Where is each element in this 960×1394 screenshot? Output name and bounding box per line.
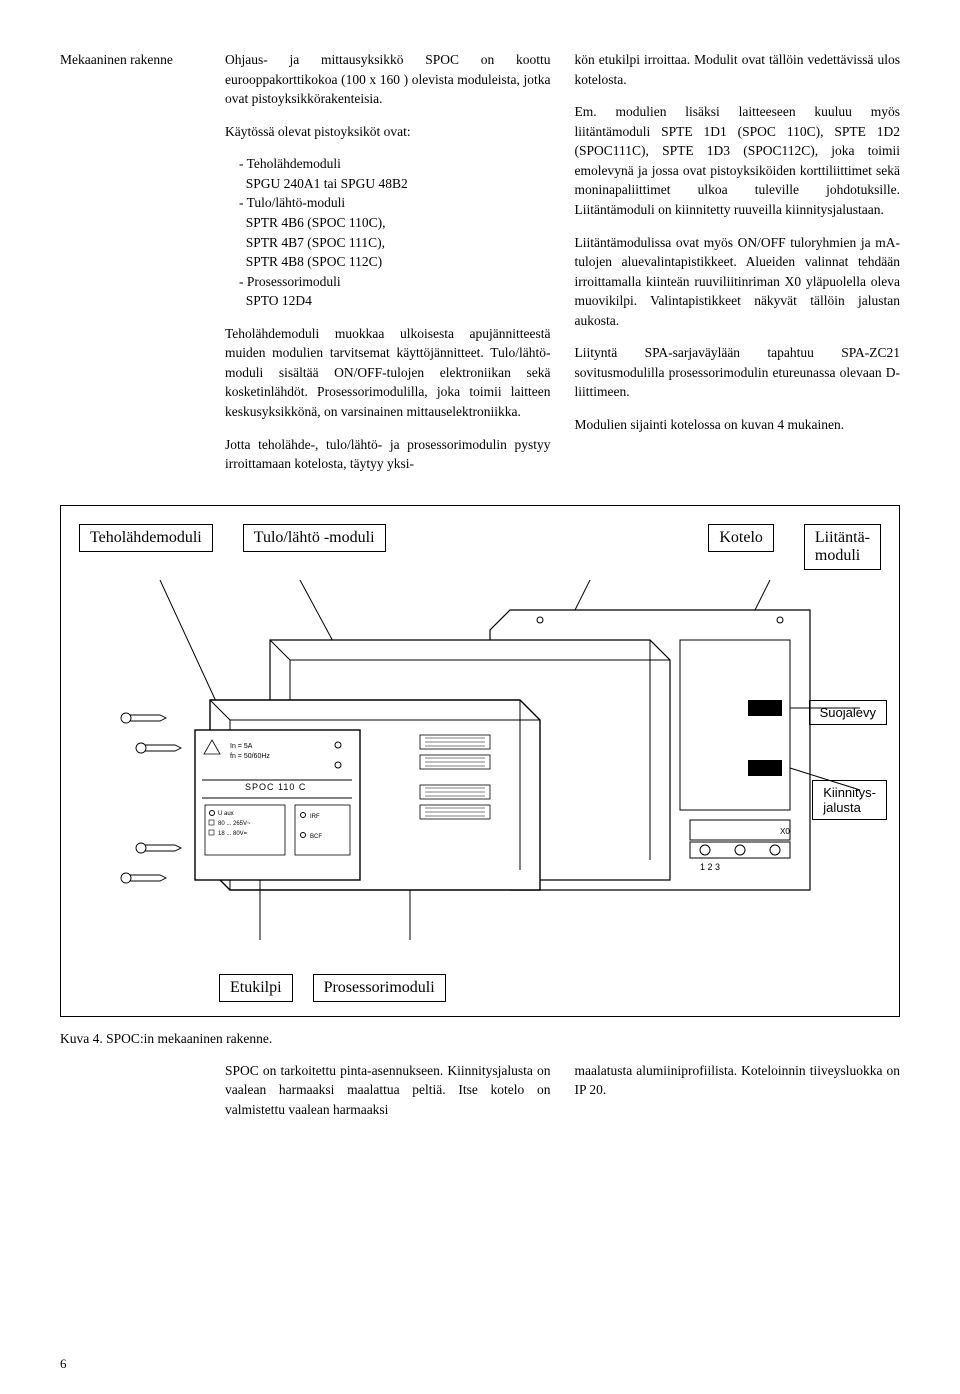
list-item: - Tulo/lähtö-moduli [239, 193, 551, 213]
terminals-label: 1 2 3 [700, 862, 720, 872]
paragraph: maalatusta alumiiniprofiilista. Koteloin… [575, 1061, 901, 1100]
x0-label: X0 [780, 827, 790, 836]
page: Mekaaninen rakenne Ohjaus- ja mittausyks… [0, 0, 960, 1394]
irf-label: IRF [310, 814, 320, 820]
device-svg: X0 1 2 3 [90, 580, 870, 960]
paragraph: SPOC on tarkoitettu pinta-asennukseen. K… [225, 1061, 551, 1120]
paragraph: Ohjaus- ja mittausyksikkö SPOC on koottu… [225, 50, 551, 109]
label-kotelo: Kotelo [708, 524, 774, 552]
top-label-row: Teholähdemoduli Tulo/lähtö -moduli Kotel… [79, 524, 881, 570]
list-item: SPGU 240A1 tai SPGU 48B2 [239, 174, 551, 194]
paragraph: Liitäntämodulissa ovat myös ON/OFF tulor… [575, 233, 901, 331]
label-suojalevy: Suojalevy [809, 700, 887, 725]
in-label: In = 5A [230, 743, 253, 750]
fn-label: fn = 50/60Hz [230, 753, 270, 760]
label-teholahde: Teholähdemoduli [79, 524, 213, 552]
bottom-label-row: Etukilpi Prosessorimoduli [79, 974, 881, 1002]
paragraph: Teholähdemoduli muokkaa ulkoisesta apujä… [225, 324, 551, 422]
figure-caption: Kuva 4. SPOC:in mekaaninen rakenne. [60, 1031, 900, 1047]
text-columns: Ohjaus- ja mittausyksikkö SPOC on koottu… [225, 50, 900, 487]
paragraph: Käytössä olevat pistoyksiköt ovat: [225, 122, 551, 142]
label-liitanta: Liitäntä- moduli [804, 524, 881, 570]
bottom-col-1: SPOC on tarkoitettu pinta-asennukseen. K… [225, 1061, 551, 1133]
range2-label: 18 ... 80V= [218, 831, 248, 837]
side-heading: Mekaaninen rakenne [60, 50, 205, 487]
bottom-col-2: maalatusta alumiiniprofiilista. Koteloin… [575, 1061, 901, 1133]
list: - Teholähdemoduli SPGU 240A1 tai SPGU 48… [225, 154, 551, 311]
diagram: X0 1 2 3 [79, 580, 881, 960]
list-item: - Prosessorimoduli [239, 272, 551, 292]
bottom-columns: SPOC on tarkoitettu pinta-asennukseen. K… [60, 1061, 900, 1133]
uaux-label: U aux [218, 811, 234, 817]
label-prosessori: Prosessorimoduli [313, 974, 446, 1002]
column-1: Ohjaus- ja mittausyksikkö SPOC on koottu… [225, 50, 551, 487]
page-number: 6 [60, 1356, 67, 1372]
list-item: - Teholähdemoduli [239, 154, 551, 174]
label-tulolahto: Tulo/lähtö -moduli [243, 524, 386, 552]
figure-box: Teholähdemoduli Tulo/lähtö -moduli Kotel… [60, 505, 900, 1017]
spoc-label: SPOC 110 C [245, 782, 306, 792]
list-item: SPTR 4B8 (SPOC 112C) [239, 252, 551, 272]
paragraph: Jotta teholähde-, tulo/lähtö- ja prosess… [225, 435, 551, 474]
list-item: SPTO 12D4 [239, 291, 551, 311]
list-item: SPTR 4B6 (SPOC 110C), [239, 213, 551, 233]
paragraph: Liityntä SPA-sarjaväylään tapahtuu SPA-Z… [575, 343, 901, 402]
paragraph: Modulien sijainti kotelossa on kuvan 4 m… [575, 415, 901, 435]
column-2: kön etukilpi irroittaa. Modulit ovat täl… [575, 50, 901, 487]
range1-label: 80 ... 265V~ [218, 821, 251, 827]
label-etukilpi: Etukilpi [219, 974, 293, 1002]
list-item: SPTR 4B7 (SPOC 111C), [239, 233, 551, 253]
paragraph: Em. modulien lisäksi laitteeseen kuuluu … [575, 102, 901, 219]
top-section: Mekaaninen rakenne Ohjaus- ja mittausyks… [60, 50, 900, 487]
paragraph: kön etukilpi irroittaa. Modulit ovat täl… [575, 50, 901, 89]
label-kiinnitys: Kiinnitys- jalusta [812, 780, 887, 820]
bcf-label: BCF [310, 834, 322, 840]
